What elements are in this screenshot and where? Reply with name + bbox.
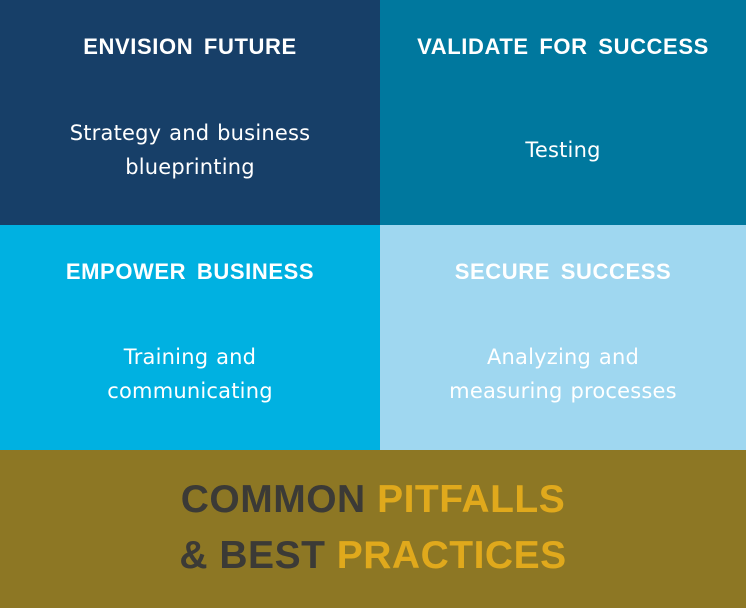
banner-line-2: & BEST PRACTICES xyxy=(0,534,746,578)
quadrant-grid: ENVISION FUTURE Strategy and business bl… xyxy=(0,0,746,450)
banner-line-1: COMMON PITFALLS xyxy=(0,478,746,522)
quadrant-secure-success: SECURE SUCCESS Analyzing and measuring p… xyxy=(380,225,746,450)
quadrant-title: VALIDATE FOR SUCCESS xyxy=(417,34,709,59)
banner-gold-text: PRACTICES xyxy=(336,534,567,577)
banner-dark-text: COMMON xyxy=(180,478,366,521)
quadrant-title: ENVISION FUTURE xyxy=(83,34,297,59)
quadrant-title: EMPOWER BUSINESS xyxy=(65,259,315,284)
quadrant-description: Training and communicating xyxy=(20,340,360,408)
quadrant-empower-business: EMPOWER BUSINESS Training and communicat… xyxy=(0,225,380,450)
quadrant-description-line: communicating xyxy=(107,379,273,403)
quadrant-description: Strategy and business blueprinting xyxy=(20,116,360,184)
quadrant-description: Testing xyxy=(400,133,726,167)
quadrant-description-line: measuring processes xyxy=(449,379,677,403)
quadrant-description-line: Analyzing and xyxy=(486,345,640,369)
quadrant-description-line: Strategy and business xyxy=(69,121,311,145)
banner-gold-text: PITFALLS xyxy=(377,478,566,521)
pitfalls-banner: COMMON PITFALLS & BEST PRACTICES xyxy=(0,450,746,608)
banner-dark-text: & BEST xyxy=(179,534,326,577)
quadrant-description-line: blueprinting xyxy=(125,155,255,179)
quadrant-envision-future: ENVISION FUTURE Strategy and business bl… xyxy=(0,0,380,225)
quadrant-validate-for-success: VALIDATE FOR SUCCESS Testing xyxy=(380,0,746,225)
quadrant-title: SECURE SUCCESS xyxy=(454,259,672,284)
quadrant-description-line: Training and xyxy=(123,345,257,369)
quadrant-description-line: Testing xyxy=(525,138,601,162)
quadrant-description: Analyzing and measuring processes xyxy=(400,340,726,408)
